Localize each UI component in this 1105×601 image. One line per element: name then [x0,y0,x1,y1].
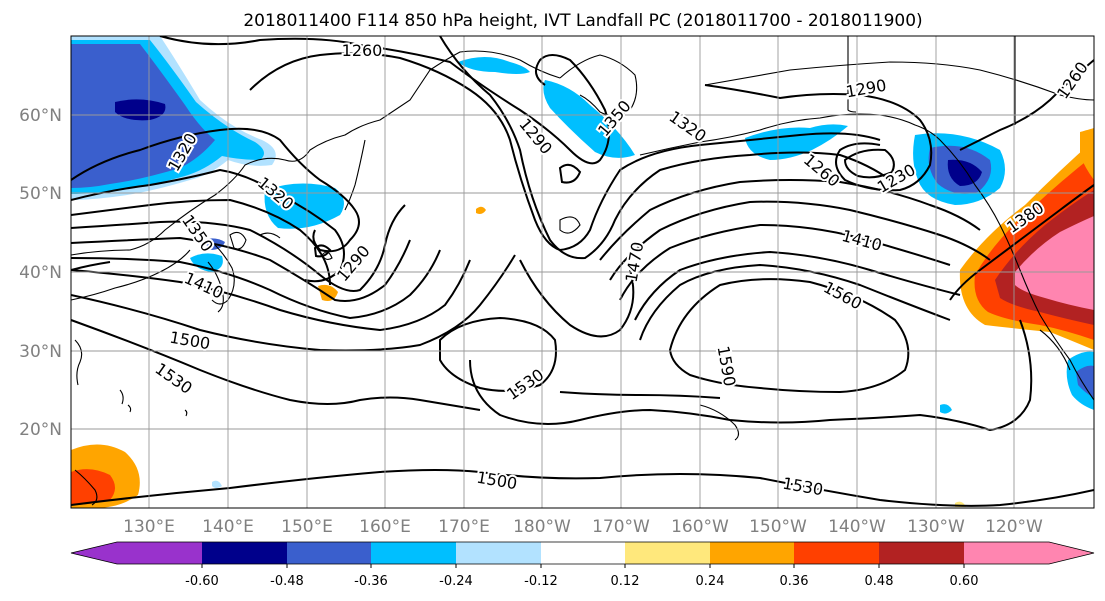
colorbar-tick-label: 0.36 [780,574,809,589]
colorbar-swatch [710,542,794,564]
lat-label: 20°N [19,420,62,440]
lon-label: 130°E [123,517,175,537]
lat-label: 60°N [19,106,62,126]
colorbar-tick-label: 0.12 [611,574,640,589]
colorbar-swatch [117,542,202,564]
lon-label: 170°W [592,517,650,537]
colorbar-over-extension [1049,542,1094,564]
colorbar-swatch [541,542,625,564]
lon-label: 120°W [985,517,1043,537]
colorbar-tick-label: -0.24 [439,574,473,589]
lat-label: 50°N [19,184,62,204]
colorbar-swatch [287,542,371,564]
map-title: 2018011400 F114 850 hPa height, IVT Land… [243,11,922,31]
lon-label: 150°E [281,517,333,537]
colorbar: -0.60 -0.48 -0.36 -0.24 -0.12 0.12 0.24 … [70,541,1095,589]
lon-label: 140°E [202,517,254,537]
lon-label: 130°W [907,517,965,537]
colorbar-swatch [964,542,1049,564]
lon-label: 170°E [438,517,490,537]
longitude-labels: 130°E 140°E 150°E 160°E 170°E 180°W 170°… [123,517,1043,537]
colorbar-tick-label: -0.48 [270,574,304,589]
colorbar-swatch [625,542,710,564]
colorbar-swatch [202,542,287,564]
contour-label: 1260 [342,41,383,60]
colorbar-tick-label: -0.60 [185,574,219,589]
colorbar-outline [70,541,1095,565]
colorbar-tick-label: 0.48 [865,574,894,589]
colorbar-tick-label: -0.12 [524,574,558,589]
lat-label: 30°N [19,342,62,362]
colorbar-under-extension [71,542,117,564]
lon-label: 140°W [828,517,886,537]
colorbar-swatch [794,542,879,564]
colorbar-tick-label: 0.60 [950,574,979,589]
graticule [71,36,1094,508]
lon-label: 180°W [513,517,571,537]
lon-label: 150°W [749,517,807,537]
colorbar-tick-label: 0.24 [696,574,725,589]
map-frame [70,35,1095,509]
lon-label: 160°E [359,517,411,537]
lon-label: 160°W [671,517,729,537]
colorbar-swatch [879,542,964,564]
colorbar-swatch [456,542,541,564]
latitude-labels: 60°N 50°N 40°N 30°N 20°N [19,106,62,440]
lat-label: 40°N [19,263,62,283]
colorbar-tick-label: -0.36 [354,574,388,589]
colorbar-swatch [371,542,456,564]
